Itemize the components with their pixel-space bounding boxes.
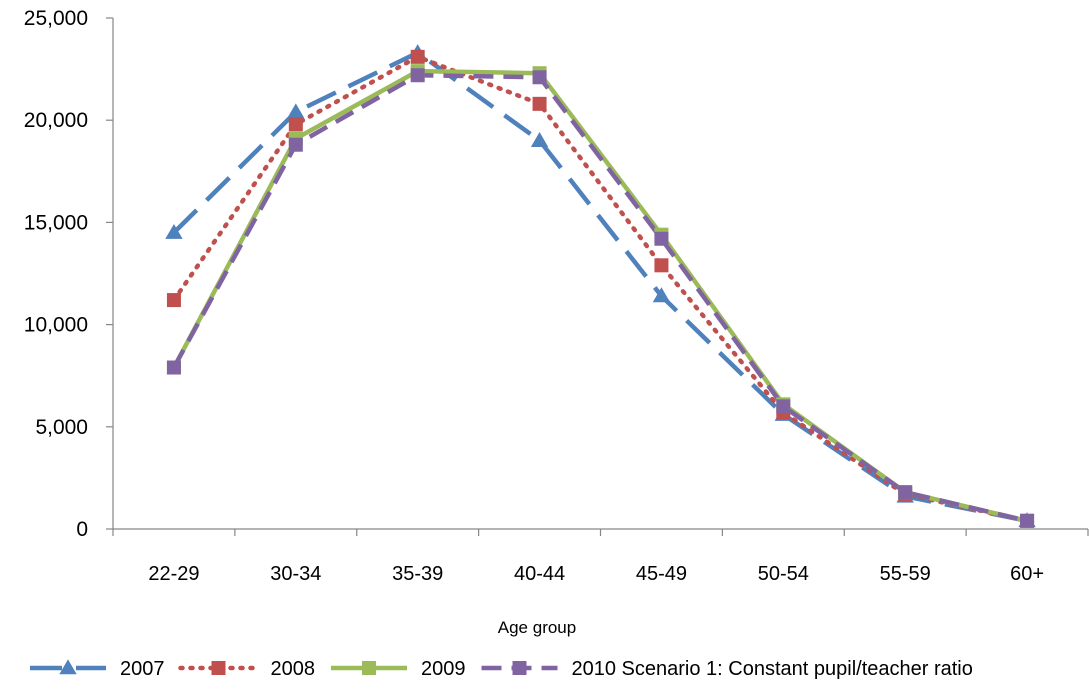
legend-label: 2008: [271, 658, 316, 680]
legend-label: 2010 Scenario 1: Constant pupil/teacher …: [572, 658, 973, 680]
x-tick-label: 40-44: [514, 563, 565, 585]
data-point-marker: [898, 485, 913, 500]
data-point-marker: [652, 287, 671, 303]
data-point-marker: [59, 659, 77, 675]
data-point-marker: [512, 661, 527, 675]
series-lines: [171, 50, 1030, 524]
x-tick-label: 30-34: [270, 563, 321, 585]
y-tick-label: 5,000: [35, 416, 88, 439]
series-markers-group: [166, 64, 1035, 528]
data-point-marker: [532, 70, 547, 85]
data-point-marker: [410, 68, 425, 83]
y-tick-label: 0: [76, 518, 88, 541]
legend: 2007 2008 2009 2010 Scenario 1: Constant pu…: [30, 658, 973, 680]
y-tick-label: 15,000: [24, 211, 88, 234]
series-markers: [165, 44, 1036, 528]
x-tick-label: 55-59: [880, 563, 931, 585]
series-markers-group: [166, 68, 1035, 528]
data-point-marker: [288, 117, 303, 132]
x-tick-label: 50-54: [758, 563, 809, 585]
y-tick-label: 25,000: [24, 7, 88, 30]
x-axis-label: Age group: [498, 618, 576, 637]
x-tick-label: 60+: [1010, 563, 1044, 585]
data-point-marker: [288, 137, 303, 152]
data-point-marker: [166, 360, 181, 375]
data-point-marker: [654, 258, 669, 273]
series-line: [171, 72, 1028, 523]
series-line: [171, 54, 1030, 524]
series-markers-group: [165, 44, 1036, 528]
data-point-marker: [410, 49, 425, 64]
data-point-marker: [532, 96, 547, 111]
axes: 0 5,000 10,000 15,000 20,000 25,000 22-29 30-34…: [24, 7, 1089, 585]
data-point-marker: [211, 661, 226, 675]
y-tick-label: 10,000: [24, 314, 88, 337]
data-point-marker: [165, 223, 183, 239]
legend-label: 2007: [120, 658, 165, 680]
y-tick-label: 20,000: [24, 109, 88, 132]
x-tick-label: 35-39: [392, 563, 443, 585]
legend-label: 2009: [421, 658, 466, 680]
data-point-marker: [530, 131, 549, 147]
data-point-marker: [776, 399, 791, 414]
series-line: [171, 68, 1028, 523]
x-tick-label: 22-29: [148, 563, 199, 585]
data-point-marker: [362, 661, 376, 675]
data-point-marker: [1020, 513, 1035, 528]
data-point-marker: [287, 103, 305, 119]
series-markers-group: [166, 49, 1035, 528]
data-point-marker: [166, 293, 181, 308]
x-tick-label: 45-49: [636, 563, 687, 585]
data-point-marker: [654, 231, 669, 246]
